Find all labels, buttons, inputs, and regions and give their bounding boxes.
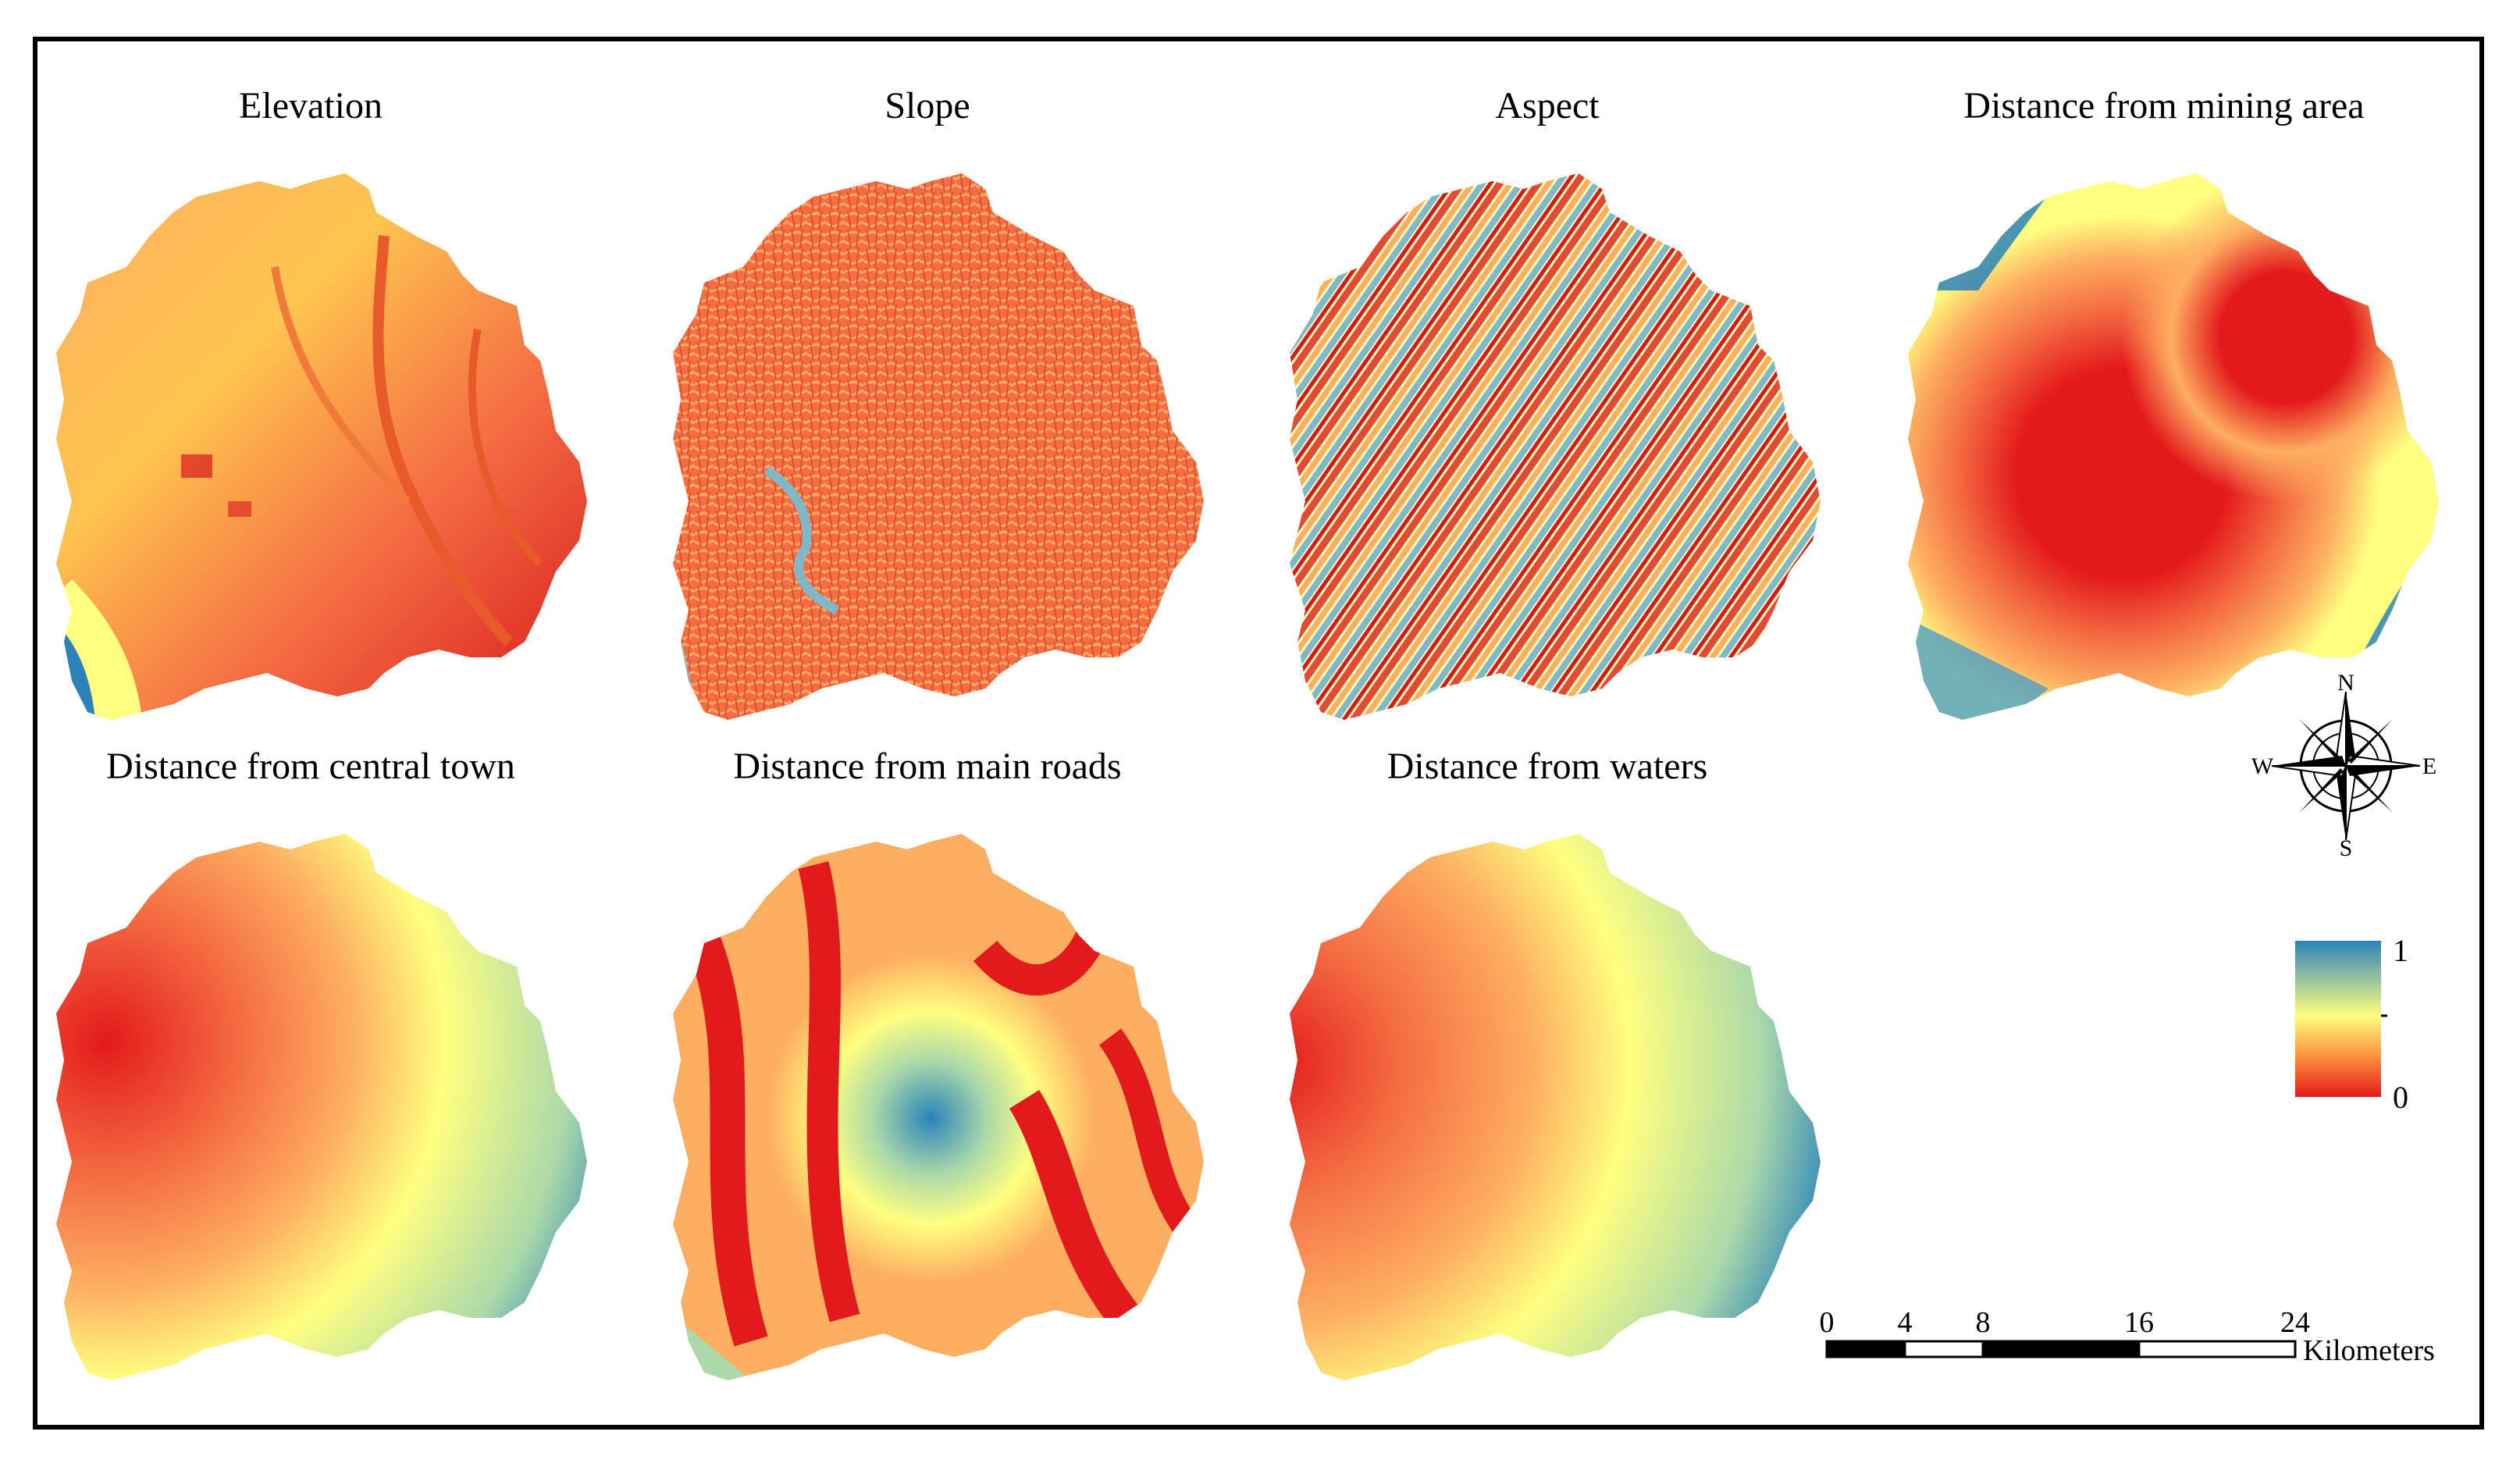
title-mining: Distance from mining area [1963,85,2365,126]
map-elevation [56,173,587,720]
scale-tick-0: 0 [1820,1306,1835,1339]
map-slope [673,173,1204,720]
compass-rose: N S W E [2251,670,2436,861]
map-waters [1290,834,1821,1380]
compass-n: N [2337,670,2354,696]
map-town [56,834,587,1380]
scale-tick-16: 16 [2124,1306,2154,1339]
scale-bar: 0 4 8 16 24 Kilometers [1820,1306,2435,1367]
map-aspect [1290,173,1821,720]
color-legend: 1 0 [2295,933,2408,1115]
title-roads: Distance from main roads [733,746,1122,787]
legend-ramp [2295,941,2381,1097]
map-roads [673,834,1204,1380]
title-slope: Slope [884,85,970,126]
compass-e: E [2422,753,2436,779]
scale-unit: Kilometers [2303,1334,2435,1367]
legend-max-label: 1 [2393,933,2408,968]
title-aspect: Aspect [1495,85,1600,126]
compass-w: W [2251,753,2274,779]
map-mining [1908,173,2439,720]
scale-tick-24: 24 [2280,1306,2310,1339]
title-town: Distance from central town [106,746,515,787]
title-elevation: Elevation [239,85,383,126]
map-frame [33,37,2484,1430]
compass-s: S [2340,835,2353,861]
scale-tick-4: 4 [1898,1306,1913,1339]
title-waters: Distance from waters [1386,746,1708,787]
legend-min-label: 0 [2393,1080,2408,1115]
scale-tick-8: 8 [1976,1306,1991,1339]
